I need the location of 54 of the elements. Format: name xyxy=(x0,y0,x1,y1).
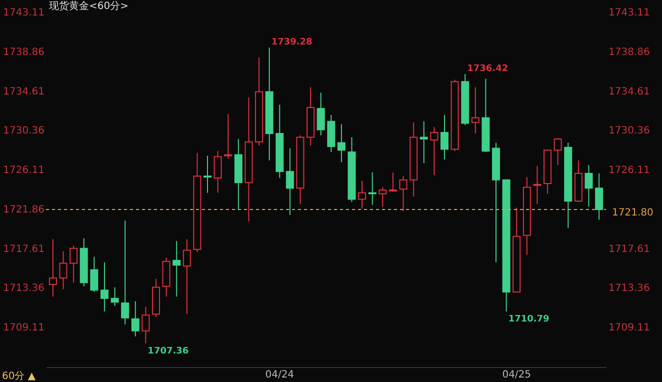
y-tick-label: 1721.86 xyxy=(3,204,44,216)
candlestick xyxy=(110,286,119,306)
annotation: 1736.42 xyxy=(467,64,508,74)
candlestick xyxy=(554,138,562,166)
text: 60分 ▲ xyxy=(2,370,36,382)
candlestick xyxy=(59,250,68,290)
candlestick xyxy=(204,155,212,194)
candlestick xyxy=(100,262,108,312)
y2-tick-label: 1717.61 xyxy=(608,244,650,255)
candlestick xyxy=(595,172,604,220)
candlestick xyxy=(399,176,408,212)
y-tick-label: 1734.61 xyxy=(3,86,44,98)
y2-tick-label: 1713.36 xyxy=(608,283,650,294)
y2-tick-label: 1709.11 xyxy=(608,322,650,334)
y2-tick-label: 1734.61 xyxy=(608,86,650,98)
candlestick xyxy=(214,150,222,194)
candlestick xyxy=(142,306,150,344)
y2-tick-label: 1738.86 xyxy=(608,46,650,58)
candlestick xyxy=(430,126,438,176)
y-tick-label: 1717.61 xyxy=(3,244,44,255)
candlestick xyxy=(440,114,448,160)
candlestick xyxy=(378,186,387,208)
y2-tick-label: 1726.11 xyxy=(608,165,650,176)
y-tick-label: 1738.86 xyxy=(3,46,44,58)
candlestick xyxy=(48,238,57,298)
y2-tick-label: 1743.11 xyxy=(608,8,650,18)
y-tick-label: 1730.36 xyxy=(3,126,44,137)
annotation: 1707.36 xyxy=(148,346,189,356)
annotation: 1710.79 xyxy=(508,314,550,324)
candlestick xyxy=(121,220,130,325)
y-tick-label: 1713.36 xyxy=(3,283,44,294)
candlestick xyxy=(388,172,397,192)
candlestick xyxy=(172,240,181,298)
candlestick xyxy=(70,245,78,284)
candlestick xyxy=(420,120,428,164)
y-tick-label: 1743.11 xyxy=(3,8,44,18)
y2-tick-label: 1730.36 xyxy=(608,126,650,137)
candlestick xyxy=(584,164,593,208)
candlestick xyxy=(90,256,98,292)
candlestick xyxy=(286,148,294,216)
x-tick-label: 04/25 xyxy=(502,370,532,380)
candlestick xyxy=(316,92,325,136)
chart-title: 现货黄金<60分> xyxy=(49,0,128,12)
annotation: 1739.28 xyxy=(271,37,312,48)
candlestick xyxy=(182,238,191,315)
candlestick xyxy=(358,180,366,210)
candlestick xyxy=(337,124,346,163)
candlestick xyxy=(471,86,480,134)
candlestick xyxy=(533,165,542,204)
x-tick-label: 04/24 xyxy=(265,370,294,380)
y-tick-label: 1709.11 xyxy=(3,322,44,334)
candlestick xyxy=(131,300,140,337)
ref-line-label: 1721.80 xyxy=(612,207,654,218)
y-tick-label: 1726.11 xyxy=(3,165,44,176)
